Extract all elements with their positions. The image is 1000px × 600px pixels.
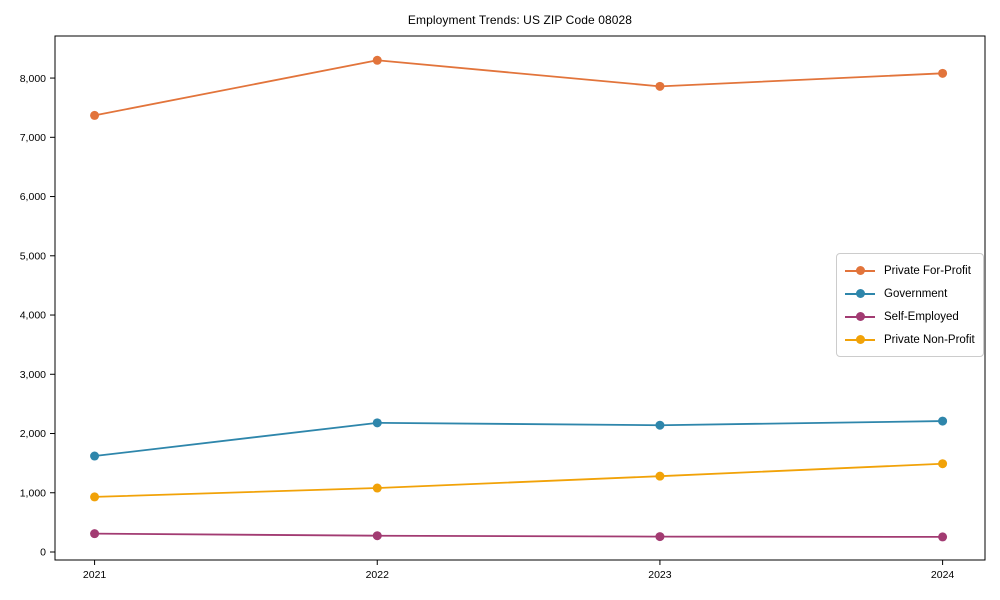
x-tick-label: 2022 [366, 569, 390, 581]
legend-item: Private For-Profit [845, 260, 975, 281]
legend-marker [845, 312, 875, 322]
y-tick-label: 3,000 [20, 369, 46, 381]
data-point [655, 81, 665, 91]
data-point [372, 531, 382, 541]
legend-label: Private For-Profit [884, 264, 971, 277]
data-point [655, 471, 665, 481]
x-tick-label: 2023 [648, 569, 672, 581]
data-point [938, 416, 948, 426]
legend-marker [845, 335, 875, 345]
data-point [938, 532, 948, 542]
data-point [90, 492, 100, 502]
y-tick-label: 5,000 [20, 250, 46, 262]
legend-item: Self-Employed [845, 306, 975, 327]
y-tick-label: 8,000 [20, 73, 46, 85]
x-tick-label: 2024 [931, 569, 955, 581]
data-point [90, 110, 100, 120]
legend-label: Self-Employed [884, 310, 959, 323]
legend-item: Government [845, 283, 975, 304]
series-line [94, 532, 943, 538]
legend: Private For-Profit Government Self-Employe… [836, 253, 984, 357]
data-point [372, 418, 382, 428]
y-tick-label: 7,000 [20, 132, 46, 144]
x-tick-label: 2021 [83, 569, 107, 581]
y-tick-label: 2,000 [20, 428, 46, 440]
data-point [372, 55, 382, 65]
y-tick-label: 6,000 [20, 191, 46, 203]
series-line [94, 462, 943, 498]
data-point [938, 459, 948, 469]
data-point [90, 529, 100, 539]
y-tick-label: 4,000 [20, 310, 46, 322]
legend-marker [845, 266, 875, 276]
data-point [90, 451, 100, 461]
chart-title: Employment Trends: US ZIP Code 08028 [407, 13, 633, 27]
legend-item: Private Non-Profit [845, 329, 975, 350]
series-line [94, 420, 943, 457]
data-point [655, 532, 665, 542]
data-point [938, 68, 948, 78]
legend-label: Government [884, 287, 948, 300]
legend-marker [845, 289, 875, 299]
data-point [372, 483, 382, 493]
series-line [94, 59, 943, 117]
data-point [655, 420, 665, 430]
y-tick-label: 1,000 [20, 487, 46, 499]
plot-border [54, 35, 986, 561]
legend-label: Private Non-Profit [884, 333, 975, 346]
y-tick-label: 0 [40, 547, 46, 559]
